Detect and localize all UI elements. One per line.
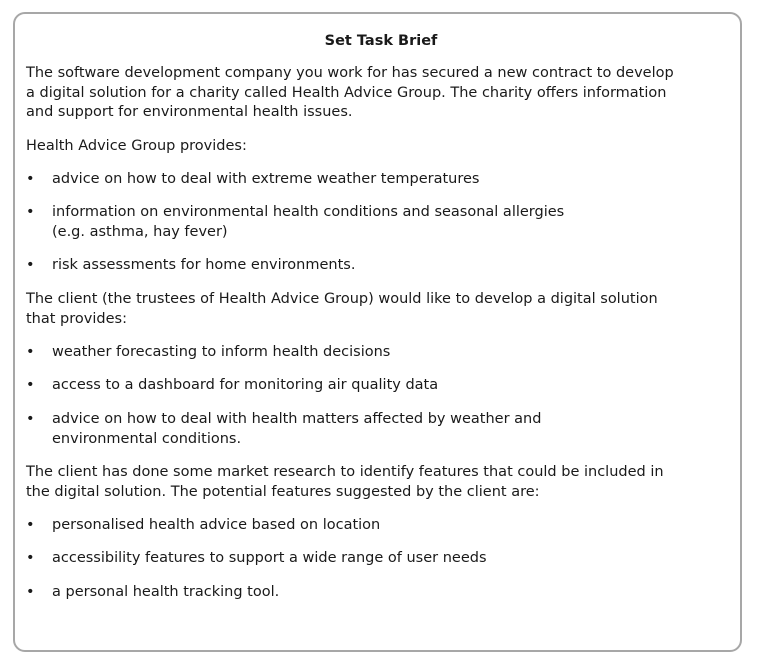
list-item-text: information on environmental health cond… <box>52 204 565 220</box>
research-line: The client has done some market research… <box>26 464 664 480</box>
bullet-icon: • <box>26 204 35 220</box>
intro-line: a digital solution for a charity called … <box>26 84 667 101</box>
bullet-icon: • <box>26 171 35 187</box>
bullet-icon: • <box>26 257 35 273</box>
research-paragraph: The client has done some market research… <box>26 463 741 502</box>
client-paragraph: The client (the trustees of Health Advic… <box>26 290 741 329</box>
list-item-text: a personal health tracking tool. <box>52 584 280 600</box>
list-item-text: risk assessments for home environments. <box>52 257 356 273</box>
bullet-icon: • <box>26 517 35 533</box>
research-line: the digital solution. The potential feat… <box>26 483 540 500</box>
list-item-text: (e.g. asthma, hay fever) <box>52 223 228 240</box>
page-title: Set Task Brief <box>324 33 438 49</box>
intro-line: The software development company you wor… <box>26 65 674 81</box>
bullet-icon: • <box>26 377 35 393</box>
list-item-text: environmental conditions. <box>52 430 242 447</box>
client-line: The client (the trustees of Health Advic… <box>26 291 658 307</box>
bullet-icon: • <box>26 344 35 360</box>
list-item-text: personalised health advice based on loca… <box>52 517 381 533</box>
provides-heading: Health Advice Group provides: <box>26 138 247 154</box>
list-item-text: weather forecasting to inform health dec… <box>52 344 391 360</box>
intro-paragraph: The software development company you wor… <box>26 64 741 123</box>
bullet-icon: • <box>26 584 35 600</box>
bullet-icon: • <box>26 411 35 427</box>
client-line: that provides: <box>26 310 127 327</box>
list-item-text: accessibility features to support a wide… <box>52 550 487 566</box>
intro-line: and support for environmental health iss… <box>26 104 353 120</box>
list-item-text: access to a dashboard for monitoring air… <box>52 377 439 393</box>
list-item-text: advice on how to deal with extreme weath… <box>52 171 480 187</box>
bullet-icon: • <box>26 550 35 566</box>
list-item-text: advice on how to deal with health matter… <box>52 411 542 427</box>
